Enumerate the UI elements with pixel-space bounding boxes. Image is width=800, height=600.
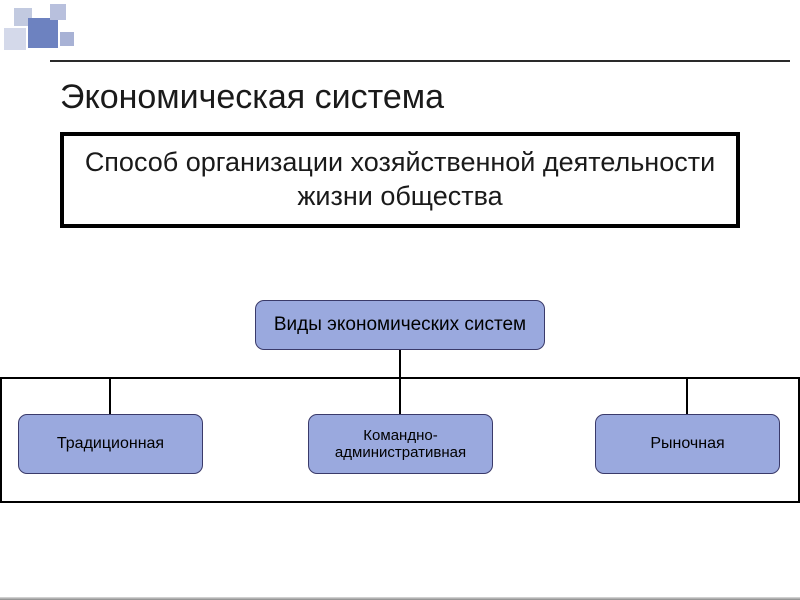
deco-square bbox=[50, 4, 66, 20]
connector bbox=[399, 350, 401, 378]
page-title: Экономическая система bbox=[60, 78, 444, 117]
node-label: Традиционная bbox=[57, 435, 164, 453]
corner-decoration bbox=[0, 0, 120, 60]
deco-square bbox=[28, 18, 58, 48]
connector bbox=[399, 378, 401, 414]
deco-square bbox=[4, 28, 26, 50]
connector bbox=[0, 378, 2, 503]
node-child: Традиционная bbox=[18, 414, 203, 474]
node-root: Виды экономических систем bbox=[255, 300, 545, 350]
node-label: Рыночная bbox=[650, 435, 724, 453]
connector bbox=[109, 378, 111, 414]
connector bbox=[0, 501, 800, 503]
definition-text: Способ организации хозяйственной деятель… bbox=[84, 146, 716, 214]
node-child: Рыночная bbox=[595, 414, 780, 474]
connector bbox=[686, 378, 688, 414]
org-chart: Виды экономических систем Традиционная К… bbox=[0, 290, 800, 570]
node-child: Командно-административная bbox=[308, 414, 493, 474]
deco-square bbox=[60, 32, 74, 46]
node-label: Командно-административная bbox=[309, 427, 492, 462]
definition-box: Способ организации хозяйственной деятель… bbox=[60, 132, 740, 228]
node-label: Виды экономических систем bbox=[274, 314, 526, 336]
top-divider bbox=[50, 60, 790, 62]
